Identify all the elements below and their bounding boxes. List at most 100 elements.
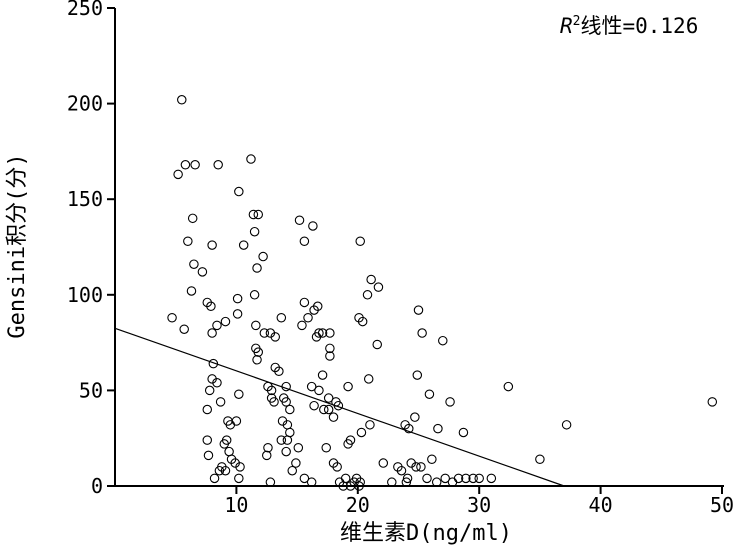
data-point <box>343 381 353 392</box>
data-point <box>458 427 469 438</box>
data-point <box>707 397 718 407</box>
data-point <box>203 450 214 461</box>
data-point <box>413 305 424 315</box>
data-point <box>356 427 367 438</box>
data-point <box>232 293 243 304</box>
y-tick-label: 0 <box>91 474 103 498</box>
data-point <box>323 404 334 415</box>
data-point <box>325 351 335 361</box>
data-point <box>179 324 189 334</box>
data-point <box>234 473 244 484</box>
data-point <box>224 446 234 457</box>
data-point <box>220 465 231 476</box>
data-point <box>433 423 443 434</box>
data-point <box>232 309 243 319</box>
data-point <box>297 320 307 331</box>
data-point <box>202 404 213 415</box>
data-point <box>270 332 280 342</box>
data-point <box>220 316 231 327</box>
data-point <box>372 339 382 350</box>
data-point <box>366 274 376 285</box>
data-point <box>266 385 277 396</box>
data-point <box>249 290 260 300</box>
data-point <box>306 381 317 392</box>
data-point <box>319 404 329 415</box>
data-point <box>281 397 291 407</box>
data-point <box>225 420 236 430</box>
data-point <box>445 397 455 407</box>
data-point <box>209 473 220 484</box>
points-layer <box>167 95 718 491</box>
data-point <box>427 454 437 464</box>
x-tick-label: 50 <box>710 493 734 517</box>
data-point <box>299 297 310 308</box>
data-point <box>468 473 478 484</box>
y-tick-label: 50 <box>79 378 103 402</box>
data-point <box>235 462 245 472</box>
data-point <box>177 95 187 105</box>
data-point <box>402 473 413 484</box>
data-point <box>438 335 448 346</box>
data-point <box>503 381 514 392</box>
data-point <box>561 420 572 430</box>
data-point <box>249 226 260 237</box>
data-point <box>412 370 423 380</box>
data-point <box>293 443 304 453</box>
data-point <box>416 462 426 472</box>
data-point <box>373 282 384 292</box>
data-point <box>259 328 270 338</box>
y-axis-title: Gensini积分(分) <box>5 153 30 338</box>
data-point <box>282 420 293 430</box>
data-point <box>411 462 421 472</box>
data-point <box>294 215 305 225</box>
data-point <box>422 473 432 484</box>
data-point <box>258 251 268 262</box>
x-tick-label: 20 <box>346 493 370 517</box>
data-point <box>303 312 313 323</box>
data-point <box>440 473 450 484</box>
data-point <box>281 446 291 457</box>
data-point <box>212 378 222 388</box>
data-point <box>309 305 319 315</box>
data-point <box>189 259 199 269</box>
data-point <box>287 465 297 476</box>
data-point <box>234 389 244 399</box>
data-point <box>167 312 177 323</box>
data-point <box>173 169 183 180</box>
data-point <box>266 393 277 403</box>
data-point <box>234 186 244 197</box>
data-point <box>308 221 318 231</box>
data-point <box>187 213 198 224</box>
data-point <box>183 236 193 247</box>
data-point <box>219 439 230 449</box>
data-point <box>355 236 365 247</box>
data-point <box>204 385 215 396</box>
data-point <box>332 462 342 472</box>
data-point <box>486 473 497 484</box>
data-point <box>215 397 226 407</box>
data-point <box>396 465 407 476</box>
data-point <box>461 473 471 484</box>
linear-fit-line <box>114 327 565 487</box>
x-tick-label: 40 <box>589 493 613 517</box>
data-point <box>325 328 335 338</box>
data-point <box>328 412 339 422</box>
data-point <box>417 328 427 338</box>
y-tick-label: 100 <box>67 283 103 307</box>
x-axis-title: 维生素D(ng/ml) <box>340 521 512 546</box>
data-point <box>345 435 356 445</box>
data-point <box>474 473 484 484</box>
data-point <box>276 435 287 445</box>
data-point <box>321 443 331 453</box>
data-point <box>311 332 322 342</box>
y-tick-label: 150 <box>67 187 103 211</box>
data-point <box>365 420 375 430</box>
data-point <box>309 400 319 411</box>
data-point <box>231 416 242 426</box>
data-point <box>299 236 310 247</box>
data-point <box>207 240 217 250</box>
data-point <box>263 443 273 453</box>
data-point <box>248 209 259 220</box>
data-point <box>404 423 414 434</box>
data-point <box>186 286 197 296</box>
